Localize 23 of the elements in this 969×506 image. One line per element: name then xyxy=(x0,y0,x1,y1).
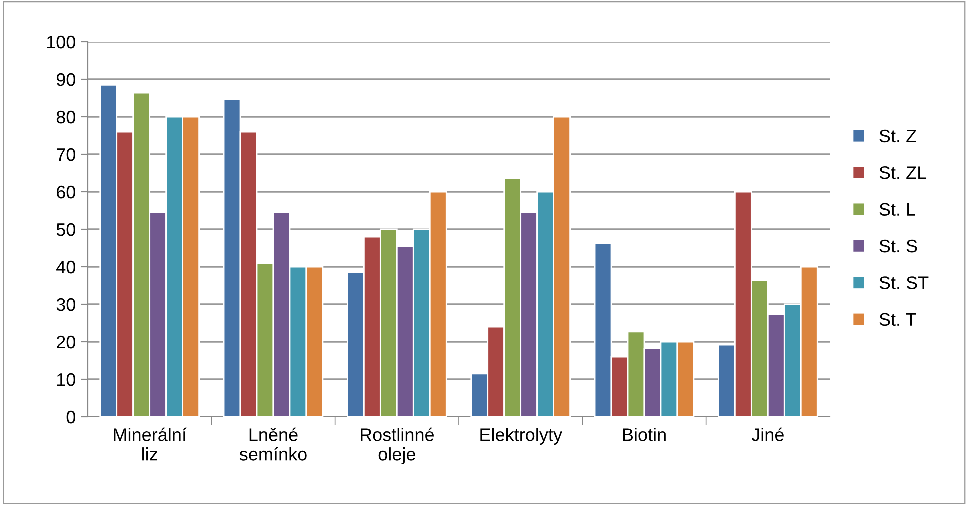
legend-label: St. T xyxy=(880,313,916,326)
y-tick-label: 70 xyxy=(57,148,76,162)
legend-label: St. L xyxy=(880,203,916,216)
x-tick-label: Minerální liz xyxy=(114,428,187,461)
y-tick-label: 20 xyxy=(57,336,76,349)
y-tick-label: 0 xyxy=(66,410,76,424)
x-tick-label: Rostlinné oleje xyxy=(361,428,434,464)
y-tick-label: 90 xyxy=(56,73,76,86)
y-tick-label: 40 xyxy=(56,260,76,274)
legend-label: St. ZL xyxy=(880,166,927,180)
legend-label: St. ST xyxy=(880,276,929,290)
y-tick-label: 100 xyxy=(47,36,76,49)
x-tick-label: Elektrolyty xyxy=(480,428,562,445)
x-tick-label: Jiné xyxy=(752,428,784,442)
x-tick-label: Biotin xyxy=(623,428,666,442)
legend-label: St. S xyxy=(880,240,918,253)
x-tick-label: Lněné semínko xyxy=(240,428,307,461)
legend-label: St. Z xyxy=(880,130,917,143)
y-tick-label: 80 xyxy=(56,110,76,124)
y-tick-label: 60 xyxy=(57,186,76,199)
y-tick-label: 50 xyxy=(56,223,76,236)
y-tick-label: 30 xyxy=(56,298,76,312)
y-tick-label: 10 xyxy=(57,373,76,386)
